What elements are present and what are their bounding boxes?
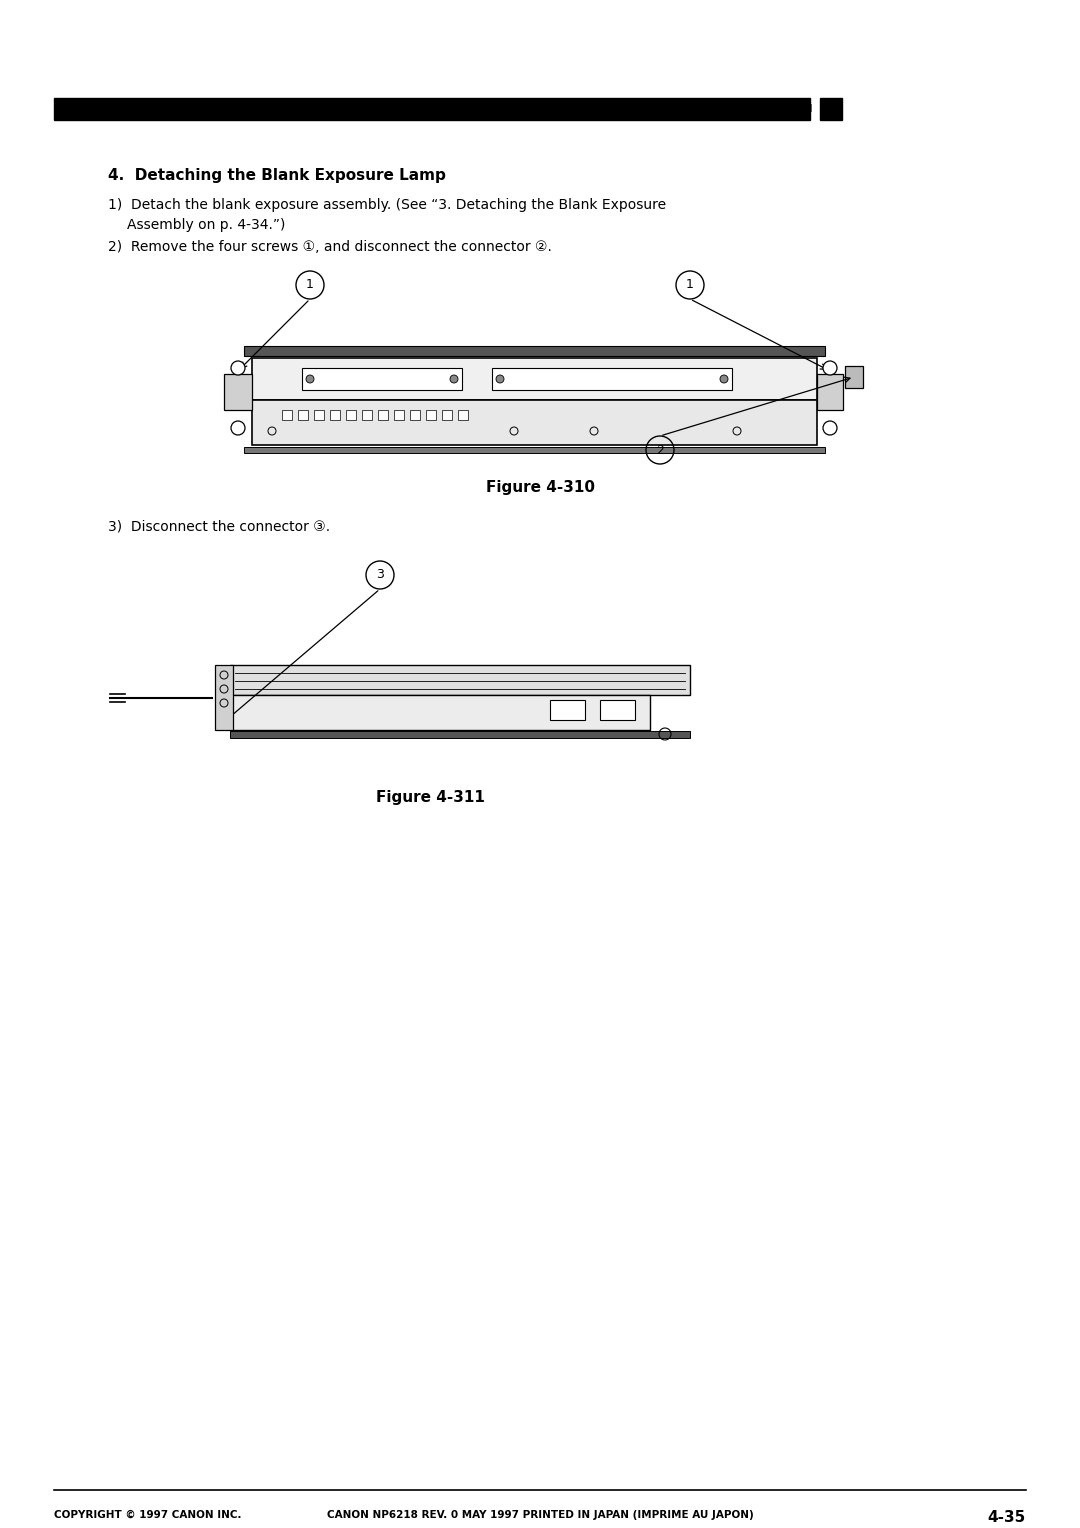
Bar (394, 410, 404, 420)
Bar (244, 448, 825, 452)
Circle shape (306, 374, 314, 384)
Circle shape (823, 361, 837, 374)
Text: 3: 3 (376, 568, 383, 582)
Bar (550, 700, 585, 720)
Bar (230, 695, 650, 730)
Bar (314, 410, 324, 420)
Bar (302, 368, 462, 390)
Text: 1: 1 (306, 278, 314, 292)
Bar (252, 400, 816, 445)
Circle shape (231, 422, 245, 435)
Text: 3)  Disconnect the connector ③.: 3) Disconnect the connector ③. (108, 520, 330, 533)
Circle shape (720, 374, 728, 384)
Bar (845, 367, 863, 388)
Text: Figure 4-310: Figure 4-310 (486, 480, 594, 495)
Bar (816, 374, 843, 410)
Bar (378, 410, 388, 420)
Text: 1)  Detach the blank exposure assembly. (See “3. Detaching the Blank Exposure: 1) Detach the blank exposure assembly. (… (108, 199, 666, 212)
Bar (458, 410, 468, 420)
Bar (230, 730, 690, 738)
Bar (346, 410, 356, 420)
Bar (244, 345, 825, 356)
Bar (224, 374, 252, 410)
Bar (442, 410, 453, 420)
Bar (252, 358, 816, 400)
Bar (230, 665, 690, 695)
Text: 4.  Detaching the Blank Exposure Lamp: 4. Detaching the Blank Exposure Lamp (108, 168, 446, 183)
Text: CANON NP6218 REV. 0 MAY 1997 PRINTED IN JAPAN (IMPRIME AU JAPON): CANON NP6218 REV. 0 MAY 1997 PRINTED IN … (326, 1510, 754, 1520)
Text: 4-35: 4-35 (988, 1510, 1026, 1525)
Bar (410, 410, 420, 420)
Text: 2)  Remove the four screws ①, and disconnect the connector ②.: 2) Remove the four screws ①, and disconn… (108, 240, 552, 254)
Circle shape (496, 374, 504, 384)
Bar (298, 410, 308, 420)
Bar (54, 98, 810, 121)
Bar (282, 410, 292, 420)
Text: COPYRIGHT © 1997 CANON INC.: COPYRIGHT © 1997 CANON INC. (54, 1510, 242, 1520)
Bar (215, 665, 233, 730)
Bar (330, 410, 340, 420)
Circle shape (450, 374, 458, 384)
Text: CHAPTER 4  IMAGE FORMATION SYSTEM: CHAPTER 4 IMAGE FORMATION SYSTEM (562, 104, 812, 115)
Circle shape (231, 361, 245, 374)
Text: Figure 4-311: Figure 4-311 (376, 790, 485, 805)
Circle shape (823, 422, 837, 435)
Text: Assembly on p. 4-34.”): Assembly on p. 4-34.”) (127, 219, 285, 232)
Bar (426, 410, 436, 420)
Bar (820, 98, 842, 121)
Text: 1: 1 (686, 278, 694, 292)
Bar (600, 700, 635, 720)
Text: 2: 2 (656, 443, 664, 457)
Bar (492, 368, 732, 390)
Bar (362, 410, 372, 420)
